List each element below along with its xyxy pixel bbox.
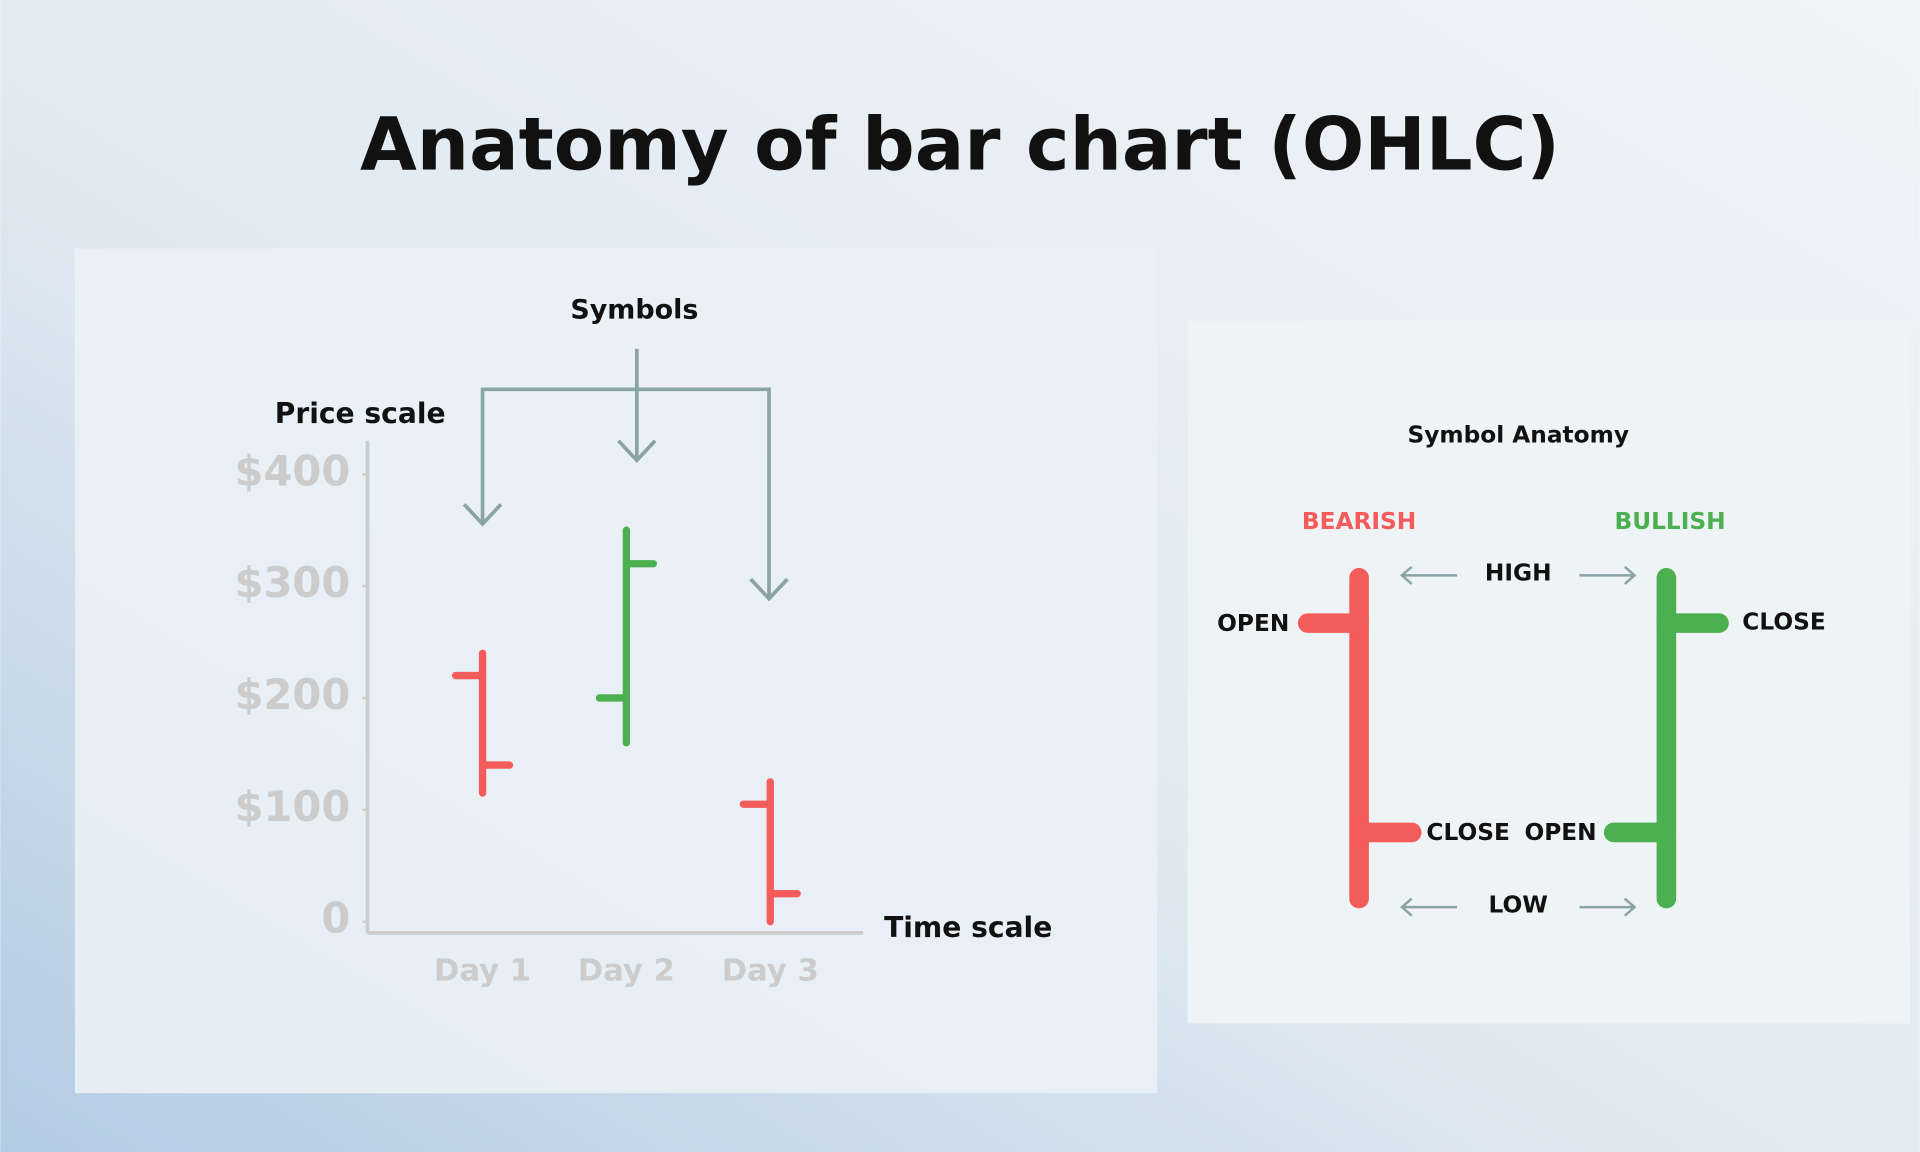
x-tick-label: Day 3 — [722, 954, 819, 989]
annotation: Symbols — [570, 294, 698, 325]
high-label: HIGH — [1485, 560, 1552, 587]
y-tick-label: $200 — [235, 670, 351, 719]
bullish-open-label: OPEN — [1524, 819, 1596, 846]
x-axis-label: Time scale — [884, 911, 1052, 944]
bullish-close-label: CLOSE — [1742, 609, 1825, 636]
bearish-label: BEARISH — [1302, 508, 1416, 535]
plot: 0 $100 $200 $300 $400 Day 1 Day 2 Day 3 — [235, 440, 864, 989]
y-tick-label: 0 — [321, 894, 350, 943]
bullish-label: BULLISH — [1615, 508, 1726, 535]
page-title: Anatomy of bar chart (OHLC) — [360, 102, 1560, 187]
x-tick-label: Day 1 — [434, 954, 531, 989]
bearish-open-label: OPEN — [1217, 610, 1289, 637]
x-tick-label: Day 2 — [578, 954, 675, 989]
y-tick-label: $400 — [235, 446, 351, 495]
bearish-close-label: CLOSE — [1426, 819, 1509, 846]
y-tick-label: $300 — [235, 558, 351, 607]
anatomy-title: Symbol Anatomy — [1407, 421, 1629, 448]
y-tick-label: $100 — [235, 782, 351, 831]
symbol-arrows — [462, 348, 789, 602]
anatomy-bars — [1297, 568, 1729, 909]
low-label: LOW — [1489, 891, 1548, 918]
anatomy-panel — [1187, 320, 1911, 1024]
anatomy-arrows — [1400, 565, 1637, 917]
y-axis-label: Price scale — [275, 397, 446, 430]
